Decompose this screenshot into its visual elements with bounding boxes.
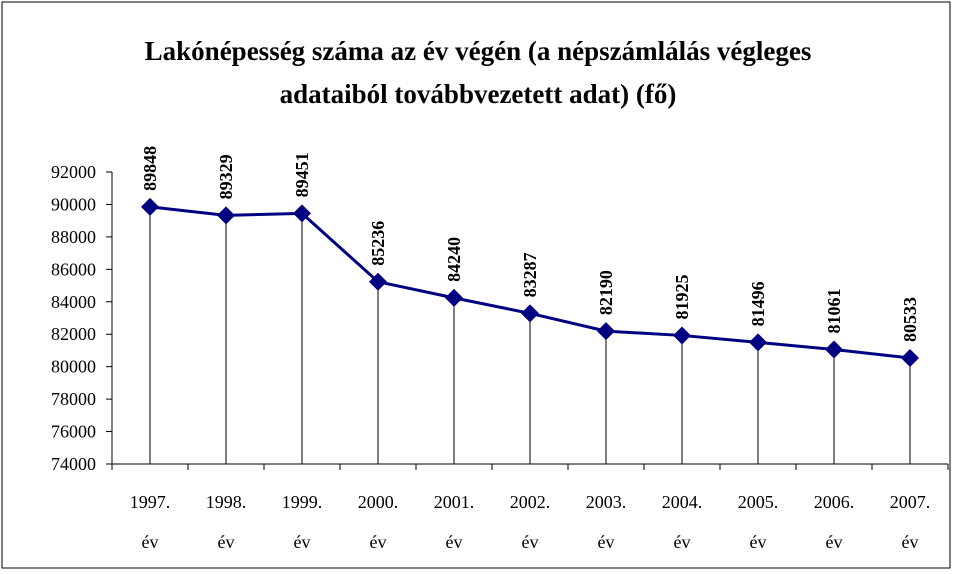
marker bbox=[293, 204, 311, 223]
y-tick-label: 82000 bbox=[51, 324, 96, 344]
y-tick-label: 80000 bbox=[51, 357, 96, 377]
y-tick-label: 86000 bbox=[51, 259, 96, 279]
x-tick-label: 1998. év bbox=[205, 492, 247, 552]
marker bbox=[141, 197, 159, 216]
marker bbox=[369, 272, 387, 291]
value-label: 89329 bbox=[216, 154, 236, 199]
x-tick-label: 2001. év bbox=[433, 492, 475, 552]
x-tick-label: 1999. év bbox=[281, 492, 323, 552]
chart-title: Lakónépesség száma az év végén (a népszá… bbox=[144, 36, 812, 109]
marker bbox=[217, 206, 235, 225]
marker bbox=[445, 288, 463, 307]
value-label: 81925 bbox=[672, 274, 692, 319]
y-tick-label: 90000 bbox=[51, 194, 96, 214]
y-tick-label: 74000 bbox=[51, 454, 96, 474]
value-label: 83287 bbox=[520, 252, 540, 297]
x-tick-label: 2005. év bbox=[737, 492, 779, 552]
marker bbox=[521, 304, 539, 323]
y-tick-label: 84000 bbox=[51, 292, 96, 312]
value-label: 81496 bbox=[748, 281, 768, 326]
x-tick-label: 2003. év bbox=[585, 492, 627, 552]
x-tick-label: 2004. év bbox=[661, 492, 703, 552]
x-tick-label: 1997. év bbox=[129, 492, 171, 552]
marker bbox=[749, 333, 767, 352]
marker bbox=[597, 322, 615, 341]
y-tick-label: 76000 bbox=[51, 422, 96, 442]
value-label: 80533 bbox=[900, 297, 920, 342]
marker bbox=[673, 326, 691, 345]
value-label: 85236 bbox=[368, 221, 388, 266]
x-tick-label: 2000. év bbox=[357, 492, 399, 552]
marker bbox=[901, 349, 919, 368]
value-label: 81061 bbox=[824, 288, 844, 333]
x-tick-label: 2007. év bbox=[889, 492, 931, 552]
y-tick-label: 92000 bbox=[51, 162, 96, 182]
x-tick-label: 2002. év bbox=[509, 492, 551, 552]
marker bbox=[825, 340, 843, 359]
value-label: 84240 bbox=[444, 237, 464, 282]
y-tick-label: 78000 bbox=[51, 389, 96, 409]
value-label: 82190 bbox=[596, 270, 616, 315]
value-label: 89451 bbox=[292, 152, 312, 197]
y-tick-label: 88000 bbox=[51, 227, 96, 247]
x-tick-label: 2006. év bbox=[813, 492, 855, 552]
value-label: 89848 bbox=[140, 146, 160, 191]
